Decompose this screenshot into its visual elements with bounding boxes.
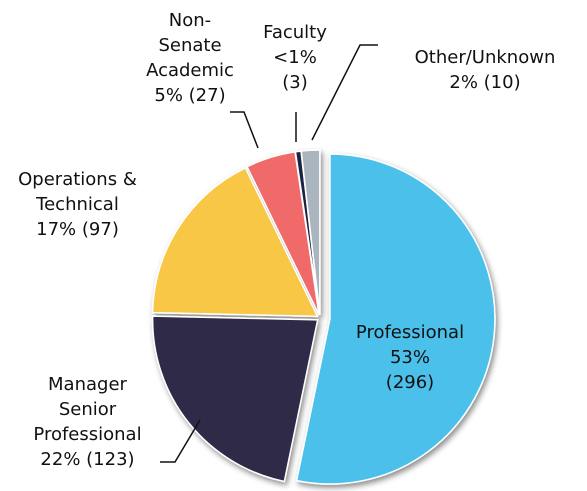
slice-label: Faculty <1% (3): [250, 20, 340, 95]
value-label: 2% (10): [449, 72, 521, 93]
wedge: [151, 166, 319, 318]
category-label: Other/Unknown: [414, 47, 556, 68]
wedge: [151, 315, 319, 483]
category-label: Faculty: [263, 22, 327, 43]
slice-label: Professional 53% (296): [330, 320, 490, 395]
slice-label: Non-Senate Academic 5% (27): [120, 8, 260, 108]
slice-label: Operations & Technical 17% (97): [0, 167, 155, 242]
pie: [151, 149, 496, 485]
leader-line: [230, 111, 259, 149]
leader-lines: [160, 44, 378, 463]
leader-line: [311, 44, 378, 141]
value-label: 53% (296): [385, 347, 435, 393]
wedge: [295, 153, 496, 485]
category-label: Operations & Technical: [18, 169, 137, 215]
slice-label: Other/Unknown 2% (10): [385, 45, 585, 95]
leader-line: [160, 419, 201, 463]
wedge: [300, 149, 321, 316]
category-label: Manager Senior Professional: [33, 374, 142, 445]
value-label: 17% (97): [36, 219, 119, 240]
slice-label: Manager Senior Professional 22% (123): [0, 372, 175, 472]
value-label: 22% (123): [40, 449, 135, 470]
value-label: 5% (27): [154, 85, 226, 106]
category-label: Professional: [355, 322, 465, 343]
category-label: Non-Senate Academic: [146, 10, 234, 81]
value-label: <1% (3): [273, 47, 317, 93]
